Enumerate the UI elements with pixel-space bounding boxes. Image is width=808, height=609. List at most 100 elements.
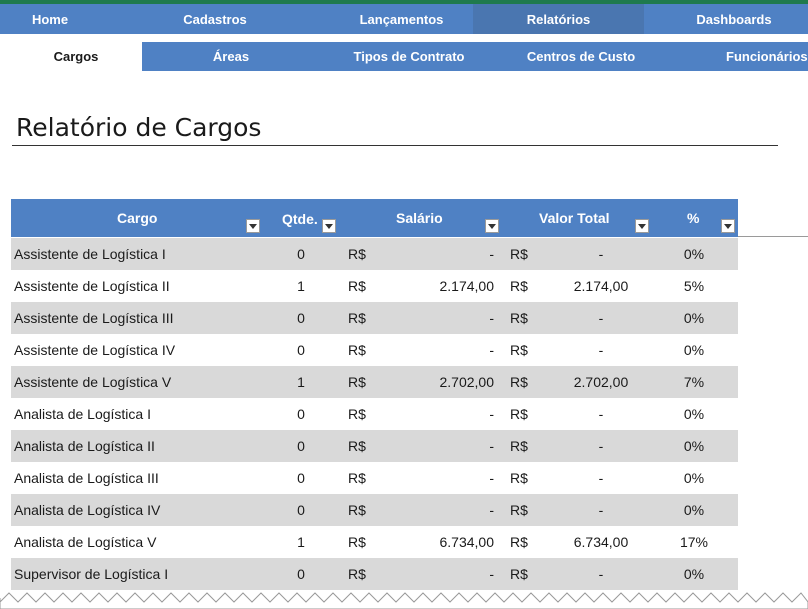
- subnav-funcionarios[interactable]: Funcionários: [726, 49, 808, 64]
- cell-valor-total: -: [598, 470, 604, 486]
- cell-salario: -: [489, 342, 494, 358]
- cell-currency: R$: [510, 502, 528, 518]
- torn-edge: [0, 592, 808, 609]
- cell-currency: R$: [510, 534, 528, 550]
- header-pct: %: [687, 210, 700, 226]
- cell-salario: -: [489, 246, 494, 262]
- cell-valor-total: -: [598, 310, 604, 326]
- subnav-areas[interactable]: Áreas: [212, 49, 250, 64]
- cell-valor-total: 6.734,00: [573, 534, 629, 550]
- cell-pct: 0%: [683, 246, 705, 262]
- cell-currency: R$: [510, 438, 528, 454]
- cell-qtde: 1: [297, 278, 305, 294]
- cell-cargo: Analista de Logística V: [14, 534, 157, 550]
- filter-qtde-button[interactable]: [322, 219, 336, 233]
- cell-cargo: Assistente de Logística II: [14, 278, 170, 294]
- cell-currency: R$: [348, 534, 366, 550]
- filter-salario-button[interactable]: [485, 219, 499, 233]
- page-title: Relatório de Cargos: [16, 113, 262, 142]
- cell-salario: -: [489, 502, 494, 518]
- cell-valor-total: -: [598, 566, 604, 582]
- table-row: Analista de Logística IV 0 R$ - R$ -0%: [11, 494, 738, 526]
- nav-cadastros[interactable]: Cadastros: [183, 11, 247, 27]
- cell-salario: -: [489, 406, 494, 422]
- dropdown-arrow-icon: [488, 223, 496, 229]
- nav-home[interactable]: Home: [31, 11, 69, 27]
- cell-salario: 6.734,00: [439, 534, 495, 550]
- header-cargo: Cargo: [117, 210, 158, 226]
- cell-pct: 17%: [679, 534, 709, 550]
- cell-cargo: Assistente de Logística IV: [14, 342, 176, 358]
- cell-cargo: Assistente de Logística V: [14, 374, 172, 390]
- cell-qtde: 0: [297, 406, 305, 422]
- cell-salario: -: [489, 566, 494, 582]
- cell-currency: R$: [348, 246, 366, 262]
- header-qtde: Qtde.: [282, 211, 318, 227]
- cell-pct: 0%: [683, 406, 705, 422]
- cell-salario: 2.174,00: [439, 278, 495, 294]
- cell-currency: R$: [510, 374, 528, 390]
- table-body: Assistente de Logística I 0 R$ - R$ -0% Assist…: [11, 238, 738, 590]
- cell-pct: 0%: [683, 502, 705, 518]
- cell-valor-total: -: [598, 246, 604, 262]
- nav-lancamentos[interactable]: Lançamentos: [359, 11, 444, 27]
- filter-valor-total-button[interactable]: [635, 219, 649, 233]
- filter-pct-button[interactable]: [721, 219, 735, 233]
- cell-salario: -: [489, 438, 494, 454]
- cell-currency: R$: [510, 406, 528, 422]
- cell-valor-total: 2.174,00: [573, 278, 629, 294]
- cell-currency: R$: [348, 470, 366, 486]
- cell-cargo: Analista de Logística III: [14, 470, 159, 486]
- cell-salario: 2.702,00: [439, 374, 495, 390]
- subnav-cargos[interactable]: Cargos: [0, 42, 142, 71]
- table-row: Assistente de Logística V 1 R$ 2.702,00 R$ 2.…: [11, 366, 738, 398]
- cell-qtde: 0: [297, 470, 305, 486]
- table-row: Analista de Logística II 0 R$ - R$ -0%: [11, 430, 738, 462]
- cell-qtde: 0: [297, 310, 305, 326]
- header-valor-total: Valor Total: [539, 210, 610, 226]
- cell-currency: R$: [348, 438, 366, 454]
- cell-currency: R$: [348, 342, 366, 358]
- filter-cargo-button[interactable]: [246, 219, 260, 233]
- cell-cargo: Supervisor de Logística I: [14, 566, 169, 582]
- header-salario: Salário: [396, 210, 443, 226]
- cell-valor-total: -: [598, 406, 604, 422]
- cell-pct: 5%: [683, 278, 705, 294]
- cell-valor-total: -: [598, 502, 604, 518]
- dropdown-arrow-icon: [325, 223, 333, 229]
- cell-qtde: 1: [297, 374, 305, 390]
- secondary-nav: Cargos Áreas Tipos de Contrato Centros d…: [0, 42, 808, 71]
- cell-pct: 0%: [683, 342, 705, 358]
- dropdown-arrow-icon: [724, 223, 732, 229]
- top-accent-line: [0, 0, 808, 4]
- cell-currency: R$: [348, 374, 366, 390]
- cell-currency: R$: [348, 566, 366, 582]
- cell-currency: R$: [510, 470, 528, 486]
- header-divider: [738, 236, 808, 237]
- cell-currency: R$: [510, 246, 528, 262]
- cell-currency: R$: [348, 310, 366, 326]
- table-row: Assistente de Logística II 1 R$ 2.174,00 R$ 2…: [11, 270, 738, 302]
- table-row: Analista de Logística III 0 R$ - R$ -0%: [11, 462, 738, 494]
- subnav-tipos-de-contrato[interactable]: Tipos de Contrato: [353, 49, 465, 64]
- table-row: Assistente de Logística III 0 R$ - R$ -0%: [11, 302, 738, 334]
- cell-cargo: Assistente de Logística I: [14, 246, 166, 262]
- cell-qtde: 0: [297, 502, 305, 518]
- cell-valor-total: -: [598, 438, 604, 454]
- cell-salario: -: [489, 470, 494, 486]
- nav-relatorios[interactable]: Relatórios: [473, 4, 644, 34]
- nav-dashboards[interactable]: Dashboards: [696, 11, 772, 27]
- cell-currency: R$: [510, 566, 528, 582]
- cell-pct: 0%: [683, 438, 705, 454]
- table-row: Analista de Logística V 1 R$ 6.734,00 R$ 6.73…: [11, 526, 738, 558]
- cell-pct: 0%: [683, 566, 705, 582]
- table-row: Supervisor de Logística I 0 R$ - R$ -0%: [11, 558, 738, 590]
- cell-pct: 0%: [683, 470, 705, 486]
- cell-cargo: Analista de Logística II: [14, 438, 155, 454]
- table-row: Analista de Logística I 0 R$ - R$ -0%: [11, 398, 738, 430]
- subnav-centros-de-custo[interactable]: Centros de Custo: [526, 49, 636, 64]
- cell-qtde: 1: [297, 534, 305, 550]
- cell-salario: -: [489, 310, 494, 326]
- cell-valor-total: -: [598, 342, 604, 358]
- cell-cargo: Assistente de Logística III: [14, 310, 174, 326]
